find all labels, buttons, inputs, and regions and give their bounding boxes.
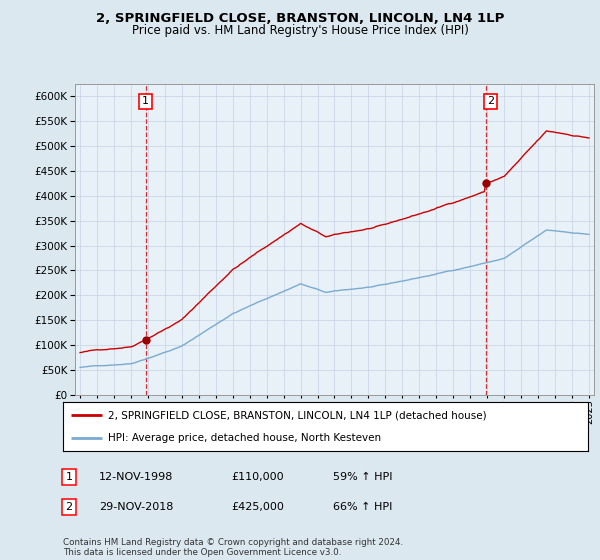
Text: 2, SPRINGFIELD CLOSE, BRANSTON, LINCOLN, LN4 1LP (detached house): 2, SPRINGFIELD CLOSE, BRANSTON, LINCOLN,… [107, 410, 486, 421]
Text: 1: 1 [65, 472, 73, 482]
Text: 66% ↑ HPI: 66% ↑ HPI [333, 502, 392, 512]
Text: Price paid vs. HM Land Registry's House Price Index (HPI): Price paid vs. HM Land Registry's House … [131, 24, 469, 36]
Text: 12-NOV-1998: 12-NOV-1998 [99, 472, 173, 482]
Text: HPI: Average price, detached house, North Kesteven: HPI: Average price, detached house, Nort… [107, 433, 381, 444]
Text: 2: 2 [487, 96, 494, 106]
Text: 2: 2 [65, 502, 73, 512]
Text: 29-NOV-2018: 29-NOV-2018 [99, 502, 173, 512]
Text: 2, SPRINGFIELD CLOSE, BRANSTON, LINCOLN, LN4 1LP: 2, SPRINGFIELD CLOSE, BRANSTON, LINCOLN,… [96, 12, 504, 25]
Text: 1: 1 [142, 96, 149, 106]
Text: £425,000: £425,000 [231, 502, 284, 512]
Text: 59% ↑ HPI: 59% ↑ HPI [333, 472, 392, 482]
Text: £110,000: £110,000 [231, 472, 284, 482]
Text: Contains HM Land Registry data © Crown copyright and database right 2024.
This d: Contains HM Land Registry data © Crown c… [63, 538, 403, 557]
